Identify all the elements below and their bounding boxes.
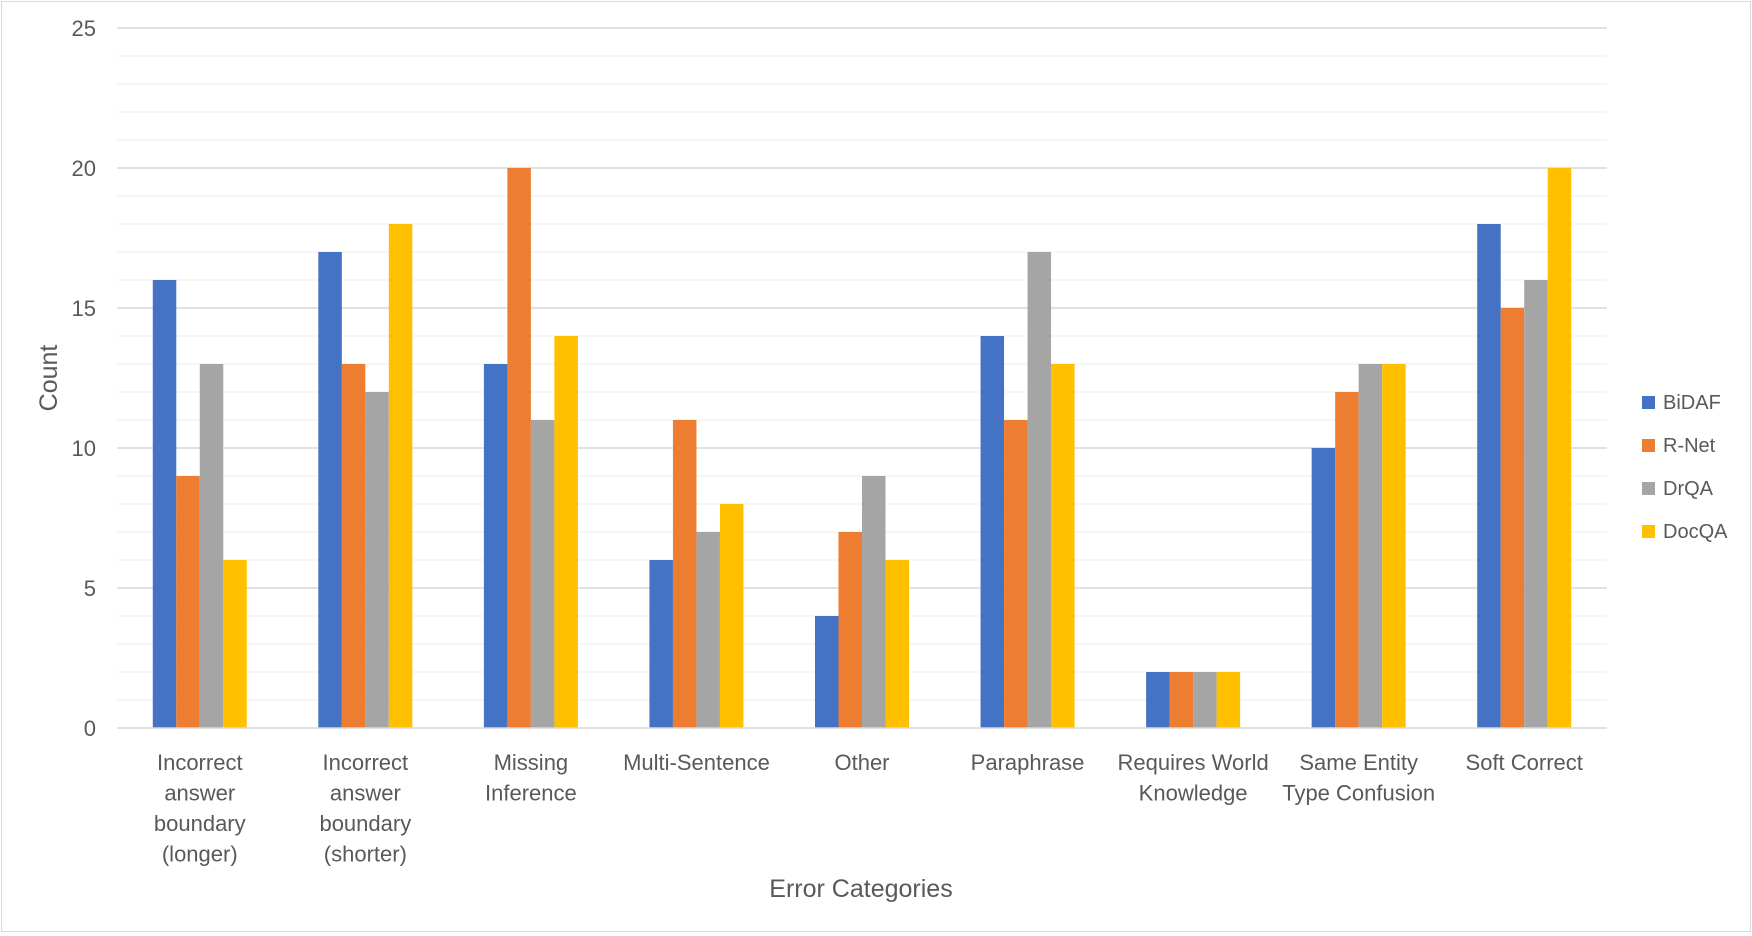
bar-drqa xyxy=(1524,280,1548,728)
bar-docqa xyxy=(1051,364,1075,728)
y-tick-label: 25 xyxy=(72,16,96,41)
legend-swatch xyxy=(1642,482,1655,495)
bar-drqa xyxy=(199,364,224,728)
x-tick-label: Multi-Sentence xyxy=(623,750,770,775)
bar-docqa xyxy=(885,560,909,728)
y-tick-label: 20 xyxy=(72,156,96,181)
bar-r-net xyxy=(507,168,531,728)
legend-label: R-Net xyxy=(1663,435,1716,457)
bar-bidaf xyxy=(1477,224,1501,728)
bar-drqa xyxy=(1027,252,1052,728)
x-tick-label: Paraphrase xyxy=(971,750,1085,775)
bar-r-net xyxy=(838,532,862,728)
y-tick-label: 10 xyxy=(72,436,96,461)
legend-label: BiDAF xyxy=(1663,392,1721,414)
bar-docqa xyxy=(719,504,744,728)
bar-docqa xyxy=(554,336,578,728)
y-tick-label: 0 xyxy=(84,716,96,741)
bars xyxy=(152,168,1572,728)
legend: BiDAF R-Net DrQA DocQA xyxy=(1642,392,1728,543)
bar-bidaf xyxy=(649,560,673,728)
bar-drqa xyxy=(862,476,886,728)
bar-bidaf xyxy=(815,616,839,728)
legend-label: DrQA xyxy=(1663,478,1714,500)
x-axis-title: Error Categories xyxy=(769,875,952,903)
bar-drqa xyxy=(365,392,389,728)
bar-r-net xyxy=(672,420,697,728)
bar-docqa xyxy=(1547,168,1572,728)
x-tick-label: Same Entity Type Confusion xyxy=(1282,750,1435,806)
bar-r-net xyxy=(341,364,366,728)
axes: 0 5 10 15 20 25 Incorrect answer boundary (longer… xyxy=(72,16,1607,867)
legend-swatch xyxy=(1642,396,1655,409)
bar-bidaf xyxy=(980,336,1005,728)
bar-drqa xyxy=(1358,364,1383,728)
bar-bidaf xyxy=(1311,448,1336,728)
legend-swatch xyxy=(1642,439,1655,452)
bar-r-net xyxy=(1169,672,1194,728)
bar-bidaf xyxy=(483,364,508,728)
bar-bidaf xyxy=(318,252,342,728)
bar-r-net xyxy=(176,476,200,728)
x-tick-label: Requires World Knowledge xyxy=(1118,750,1269,806)
x-tick-label: Incorrect answer boundary (longer) xyxy=(154,750,246,867)
bar-docqa xyxy=(388,224,413,728)
bar-drqa xyxy=(530,420,555,728)
y-tick-label: 15 xyxy=(72,296,96,321)
legend-label: DocQA xyxy=(1663,521,1728,543)
legend-swatch xyxy=(1642,525,1655,538)
bar-drqa xyxy=(1193,672,1217,728)
x-tick-label: Soft Correct xyxy=(1466,750,1583,775)
bar-drqa xyxy=(696,532,720,728)
bar-docqa xyxy=(223,560,247,728)
x-tick-label: Other xyxy=(834,750,889,775)
bar-docqa xyxy=(1216,672,1241,728)
x-tick-label: Missing Inference xyxy=(485,750,577,806)
bar-r-net xyxy=(1335,392,1359,728)
bar-bidaf xyxy=(152,280,177,728)
bar-bidaf xyxy=(1146,672,1170,728)
bar-docqa xyxy=(1382,364,1406,728)
bar-r-net xyxy=(1500,308,1525,728)
y-axis-title: Count xyxy=(35,345,63,412)
bar-r-net xyxy=(1004,420,1028,728)
y-tick-label: 5 xyxy=(84,576,96,601)
x-tick-label: Incorrect answer boundary (shorter) xyxy=(319,750,411,867)
